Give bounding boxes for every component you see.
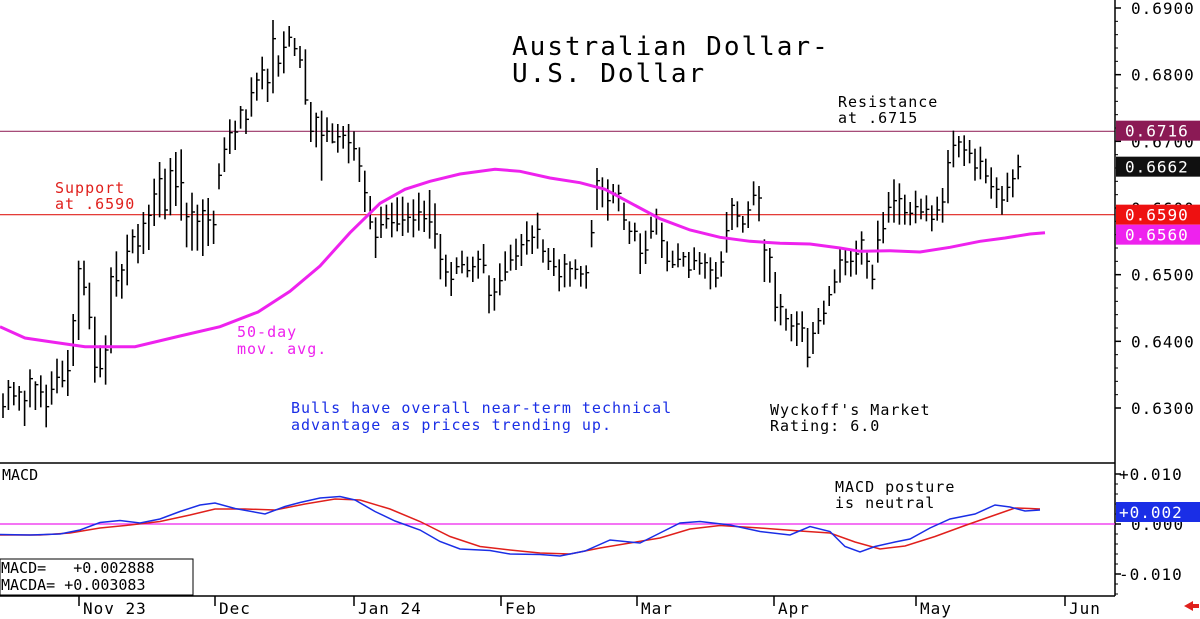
month-axis: Nov 23 Dec Jan 24 Feb Mar Apr May Jun	[78, 596, 1101, 618]
month-label: Apr	[778, 599, 810, 618]
moving-average-label-line-2: mov. avg.	[237, 340, 327, 358]
price-panel: 0.69000.68000.67000.66000.65000.64000.63…	[0, 0, 1195, 435]
scroll-left-arrow-icon[interactable]	[1184, 601, 1199, 611]
price-tag-background	[1116, 204, 1200, 225]
price-tag-label: 0.6662	[1125, 158, 1189, 177]
commentary-line-2: advantage as prices trending up.	[291, 416, 612, 434]
month-label: Dec	[219, 599, 251, 618]
commentary-line-1: Bulls have overall near-term technical	[291, 399, 672, 417]
macd-tick-label: +0.010	[1119, 465, 1183, 484]
macda-line	[0, 498, 1041, 555]
month-label: Feb	[505, 599, 537, 618]
price-tag-label: 0.6560	[1125, 226, 1189, 245]
moving-average-label-line-1: 50-day	[237, 323, 297, 341]
macd-posture-line-1: MACD posture	[835, 478, 955, 496]
macd-panel-title: MACD	[2, 466, 38, 484]
macd-readout-box	[0, 558, 194, 596]
price-tag-background	[1116, 120, 1200, 141]
market-rating-line-2: Rating: 6.0	[770, 417, 880, 435]
chart-title-line-2: U.S. Dollar	[512, 59, 706, 89]
price-tag-label: 0.6590	[1125, 206, 1189, 225]
month-label: May	[920, 599, 952, 618]
price-tick-label: 0.6800	[1131, 66, 1195, 85]
price-tag-background	[1116, 224, 1200, 245]
macd-posture-line-2: is neutral	[835, 494, 935, 512]
resistance-label-line-1: Resistance	[838, 93, 938, 111]
macd-tag-label: +0.002	[1119, 503, 1183, 522]
macd-tag-background	[1116, 502, 1200, 522]
price-tag-background	[1116, 156, 1200, 177]
price-tag-label: 0.6716	[1125, 122, 1189, 141]
macd-readout-value: MACD= +0.002888	[1, 559, 155, 577]
month-label: Jun	[1069, 599, 1101, 618]
macd-tick-label: -0.010	[1119, 565, 1183, 584]
month-label: Mar	[641, 599, 673, 618]
ohlc-bars	[2, 20, 1022, 428]
market-rating-line-1: Wyckoff's Market	[770, 401, 931, 419]
support-label-line-2: at .6590	[55, 195, 135, 213]
moving-average-line	[0, 167, 1046, 349]
macda-readout-value: MACDA= +0.003083	[1, 576, 146, 594]
price-tick-label: 0.6900	[1131, 0, 1195, 18]
month-label: Nov 23	[83, 599, 147, 618]
month-label: Jan 24	[358, 599, 422, 618]
price-tick-label: 0.6400	[1131, 332, 1195, 351]
price-tick-label: 0.6300	[1131, 399, 1195, 418]
price-tick-label: 0.6500	[1131, 266, 1195, 285]
resistance-label-line-2: at .6715	[838, 109, 918, 127]
macd-value-tag: +0.002	[1116, 502, 1200, 522]
support-label-line-1: Support	[55, 179, 125, 197]
chart-title-line-1: Australian Dollar-	[512, 32, 830, 62]
macd-line	[0, 495, 1041, 557]
